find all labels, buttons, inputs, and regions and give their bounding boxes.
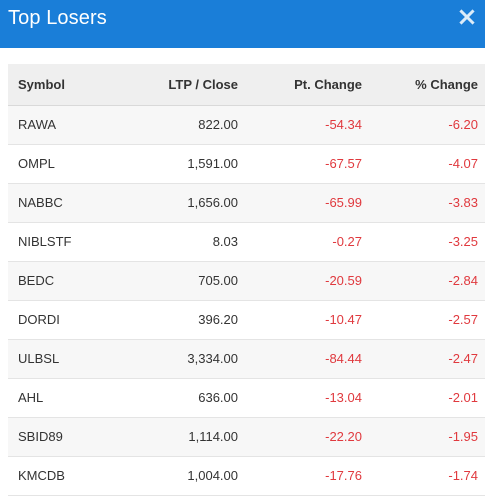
cell-pt-change: -17.76: [250, 456, 374, 496]
cell-pt-change: -84.44: [250, 339, 374, 379]
table-row: DORDI 396.20 -10.47 -2.57: [8, 300, 485, 340]
top-losers-table: Symbol LTP / Close Pt. Change % Change R…: [8, 64, 485, 496]
cell-ltp: 1,591.00: [148, 144, 250, 184]
top-losers-table-container: Symbol LTP / Close Pt. Change % Change R…: [8, 64, 485, 496]
cell-ltp: 396.20: [148, 300, 250, 340]
table-row: BEDC 705.00 -20.59 -2.84: [8, 261, 485, 301]
cell-pct-change: -4.07: [374, 144, 485, 184]
cell-pct-change: -1.74: [374, 456, 485, 496]
cell-pct-change: -6.20: [374, 105, 485, 145]
table-row: AHL 636.00 -13.04 -2.01: [8, 378, 485, 418]
cell-ltp: 3,334.00: [148, 339, 250, 379]
cell-pct-change: -2.47: [374, 339, 485, 379]
cell-pct-change: -2.57: [374, 300, 485, 340]
cell-symbol: ULBSL: [8, 339, 148, 379]
close-icon: [459, 9, 475, 25]
cell-symbol: NIBLSTF: [8, 222, 148, 262]
table-row: SBID89 1,114.00 -22.20 -1.95: [8, 417, 485, 457]
cell-ltp: 8.03: [148, 222, 250, 262]
table-row: ULBSL 3,334.00 -84.44 -2.47: [8, 339, 485, 379]
close-button[interactable]: [459, 9, 475, 25]
cell-pt-change: -67.57: [250, 144, 374, 184]
column-header-pt-change: Pt. Change: [250, 64, 374, 106]
modal-title: Top Losers: [8, 7, 107, 29]
cell-pct-change: -3.83: [374, 183, 485, 223]
cell-pct-change: -1.95: [374, 417, 485, 457]
cell-symbol: SBID89: [8, 417, 148, 457]
table-row: OMPL 1,591.00 -67.57 -4.07: [8, 144, 485, 184]
table-row: NABBC 1,656.00 -65.99 -3.83: [8, 183, 485, 223]
cell-symbol: RAWA: [8, 105, 148, 145]
table-row: NIBLSTF 8.03 -0.27 -3.25: [8, 222, 485, 262]
column-header-pct-change: % Change: [374, 64, 485, 106]
cell-ltp: 705.00: [148, 261, 250, 301]
column-header-symbol: Symbol: [8, 64, 148, 106]
cell-pct-change: -2.84: [374, 261, 485, 301]
cell-symbol: OMPL: [8, 144, 148, 184]
cell-ltp: 1,004.00: [148, 456, 250, 496]
cell-pct-change: -2.01: [374, 378, 485, 418]
cell-symbol: DORDI: [8, 300, 148, 340]
cell-ltp: 1,656.00: [148, 183, 250, 223]
table-header-row: Symbol LTP / Close Pt. Change % Change: [8, 64, 485, 106]
cell-ltp: 636.00: [148, 378, 250, 418]
cell-pt-change: -10.47: [250, 300, 374, 340]
cell-pt-change: -65.99: [250, 183, 374, 223]
cell-pt-change: -54.34: [250, 105, 374, 145]
modal-header: Top Losers: [0, 0, 485, 48]
cell-symbol: KMCDB: [8, 456, 148, 496]
cell-symbol: NABBC: [8, 183, 148, 223]
cell-pt-change: -0.27: [250, 222, 374, 262]
cell-pct-change: -3.25: [374, 222, 485, 262]
cell-pt-change: -13.04: [250, 378, 374, 418]
cell-symbol: AHL: [8, 378, 148, 418]
cell-pt-change: -20.59: [250, 261, 374, 301]
cell-pt-change: -22.20: [250, 417, 374, 457]
table-row: KMCDB 1,004.00 -17.76 -1.74: [8, 456, 485, 496]
cell-ltp: 822.00: [148, 105, 250, 145]
cell-ltp: 1,114.00: [148, 417, 250, 457]
table-row: RAWA 822.00 -54.34 -6.20: [8, 105, 485, 145]
cell-symbol: BEDC: [8, 261, 148, 301]
column-header-ltp: LTP / Close: [148, 64, 250, 106]
